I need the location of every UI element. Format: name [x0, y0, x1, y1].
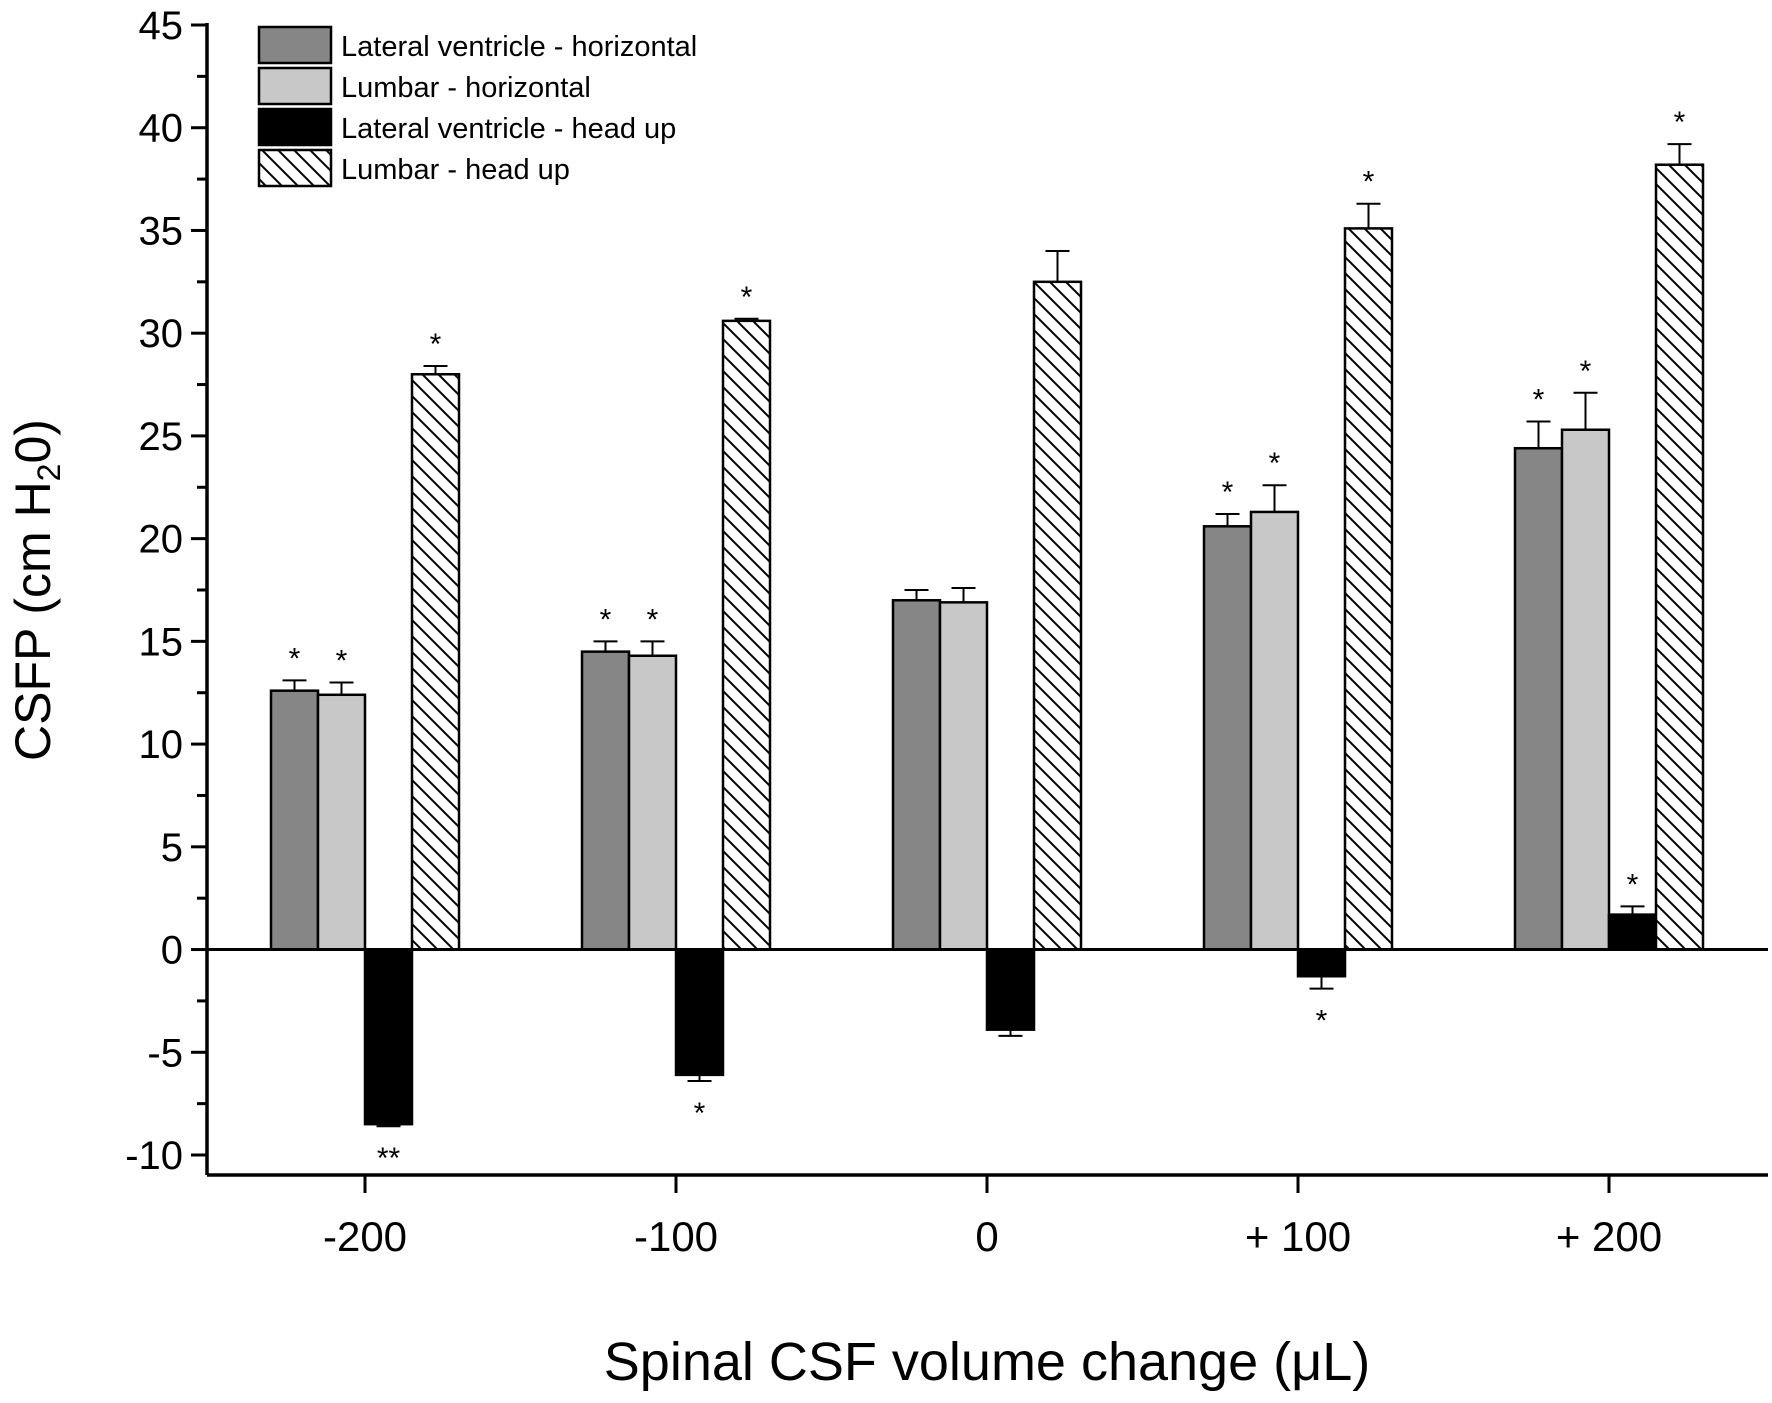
legend-label: Lumbar - horizontal — [341, 72, 591, 104]
significance-marker: * — [1580, 355, 1592, 388]
y-tick-label: 5 — [161, 826, 183, 870]
x-tick-label: -200 — [323, 1213, 407, 1260]
bar — [938, 601, 989, 951]
bar — [721, 319, 772, 951]
bar — [1032, 280, 1083, 951]
bar — [1654, 163, 1705, 951]
x-tick-label: + 200 — [1556, 1213, 1662, 1260]
y-tick-label: 10 — [139, 723, 184, 767]
y-tick-label: 15 — [139, 620, 184, 664]
significance-marker: * — [1316, 1005, 1328, 1038]
x-tick-label: -100 — [634, 1213, 718, 1260]
bars-layer: ***************** — [269, 106, 1705, 1175]
y-tick-label: -10 — [125, 1134, 183, 1178]
legend-label: Lateral ventricle - horizontal — [341, 31, 697, 63]
significance-marker: * — [1269, 447, 1281, 480]
bar — [1343, 227, 1394, 951]
x-axis-title: Spinal CSF volume change (μL) — [604, 1332, 1370, 1392]
bar — [891, 599, 942, 951]
bar — [1249, 510, 1300, 951]
legend-label: Lumbar - head up — [341, 154, 570, 186]
legend-swatch — [257, 107, 333, 147]
legend-swatch — [257, 25, 333, 65]
significance-marker: * — [647, 603, 659, 636]
bar — [363, 948, 414, 1126]
bar — [1202, 525, 1253, 951]
significance-marker: * — [289, 642, 301, 675]
y-tick-label: 20 — [139, 518, 184, 562]
bar — [316, 693, 367, 951]
legend: Lateral ventricle - horizontal Lumbar - h… — [257, 25, 697, 188]
y-axis-title-sub: 2 — [31, 464, 67, 482]
bar — [1607, 913, 1658, 951]
legend-swatch — [257, 148, 333, 188]
x-tick-label: + 100 — [1245, 1213, 1351, 1260]
significance-marker: * — [600, 603, 612, 636]
bar — [627, 654, 678, 951]
significance-marker: * — [1222, 476, 1234, 509]
y-tick-label: 30 — [139, 312, 184, 356]
significance-marker: * — [1674, 106, 1686, 139]
y-tick-label: 35 — [139, 209, 184, 253]
significance-marker: * — [741, 281, 753, 314]
significance-marker: * — [1363, 166, 1375, 199]
y-tick-label: 45 — [139, 4, 184, 48]
bar — [269, 689, 320, 951]
bar — [985, 948, 1036, 1031]
y-tick-label: 25 — [139, 415, 184, 459]
y-tick-label: 40 — [139, 107, 184, 151]
significance-marker: * — [694, 1097, 706, 1130]
legend-label: Lateral ventricle - head up — [341, 113, 676, 145]
y-axis-title-end: 0) — [5, 419, 61, 463]
bar — [1513, 446, 1564, 951]
bar — [1560, 428, 1611, 951]
y-tick-label: 0 — [161, 929, 183, 973]
significance-marker: * — [1533, 384, 1545, 417]
significance-marker: * — [336, 644, 348, 677]
y-axis-title-main: CSFP (cm H — [5, 481, 61, 761]
bar — [1296, 948, 1347, 978]
significance-marker: ** — [377, 1142, 401, 1175]
bar — [580, 650, 631, 951]
significance-marker: * — [430, 328, 442, 361]
y-axis-title: CSFP (cm H20) — [5, 419, 67, 761]
significance-marker: * — [1627, 868, 1639, 901]
bar — [410, 373, 461, 951]
bar — [674, 948, 725, 1077]
y-tick-label: -5 — [147, 1031, 183, 1075]
legend-swatch — [257, 66, 333, 106]
x-tick-label: 0 — [975, 1213, 998, 1260]
axes-layer: -10 -5 0 5 10 15 20 25 30 35 40 45 -200 -100 0 + 100 + 2… — [125, 4, 1768, 1260]
